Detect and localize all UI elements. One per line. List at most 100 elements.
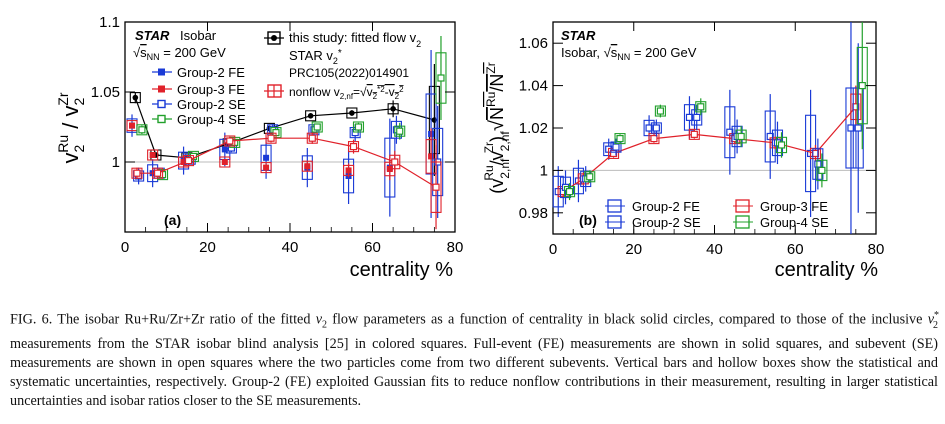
data-point (693, 113, 701, 122)
data-point (847, 124, 855, 132)
legend-item-group2-se: Group-2 SE (605, 215, 701, 230)
data-point (652, 124, 660, 132)
legend-label: this study: fitted flow v2 (289, 30, 421, 49)
y-tick-label: 1.02 (519, 120, 548, 137)
y-tick-label: 1 (540, 162, 548, 179)
x-tick-label: 40 (282, 239, 299, 256)
y-tick-label: 0.98 (519, 205, 548, 222)
panel-b-plot-area (552, 22, 876, 234)
panel-b-experiment: STAR (561, 28, 596, 43)
x-tick-label: 20 (625, 241, 642, 258)
data-point (129, 122, 136, 129)
y-tick-label: 1 (112, 154, 120, 171)
x-tick-label: 0 (121, 239, 129, 256)
data-point (138, 126, 146, 134)
panel-b: 0 20 40 60 80 0.98 1 1.02 1.04 1.06 (v2,nfRu/v2,n… (482, 21, 885, 281)
data-point (858, 81, 866, 90)
legend-item-group2-se: Group-2 SE (152, 97, 246, 112)
data-point (308, 134, 316, 142)
panel-a-legend-left: Group-2 FE Group-3 FE Group-2 SE Group-4… (152, 65, 246, 127)
data-point (737, 132, 745, 141)
caption-part-1: FIG. 6. The isobar Ru+Ru/Zr+Zr ratio of … (10, 311, 316, 328)
panel-b-xlabel: centrality % (775, 259, 879, 281)
systematic-box (654, 105, 666, 117)
data-point (354, 123, 363, 131)
panel-a-ylabel: v2Ru / v2Zr (55, 92, 87, 163)
x-tick-label: 80 (868, 241, 885, 258)
legend-item-group4-se: Group-4 SE (733, 215, 829, 230)
figure: 0 20 40 60 80 1 1.05 1.1 v2Ru / v2Zr centrality… (55, 14, 885, 281)
legend-label: STAR v2* (289, 48, 342, 66)
systematic-box (691, 109, 703, 126)
legend-label: Group-2 FE (177, 65, 245, 80)
data-point (428, 153, 435, 160)
data-point (612, 143, 620, 151)
data-point (133, 169, 141, 177)
systematic-box (650, 122, 662, 134)
systematic-box (347, 141, 360, 153)
panel-b-axes: 0 20 40 60 80 0.98 1 1.02 1.04 1.06 (519, 22, 885, 258)
legend-label: Group-2 SE (177, 97, 246, 112)
panel-a-plot-area (125, 36, 455, 230)
legend-item-group4-se: Group-4 SE (152, 112, 246, 127)
legend-label: Group-4 SE (177, 112, 246, 127)
systematic-box (610, 141, 622, 153)
systematic-box (428, 85, 440, 155)
data-point (650, 135, 658, 143)
data-point (814, 160, 822, 168)
figure-caption: FIG. 6. The isobar Ru+Ru/Zr+Zr ratio of … (10, 310, 939, 409)
data-point (645, 124, 653, 132)
panel-a-axes: 0 20 40 60 80 1 1.05 1.1 (91, 14, 464, 256)
data-point (565, 188, 574, 196)
panel-b-ylabel: (v2,nfRu/v2,nfZr) √NRu/NZr (482, 62, 512, 193)
systematic-box (695, 101, 707, 113)
legend-label: Group-3 FE (177, 82, 245, 97)
data-point (263, 164, 270, 171)
caption-part-3: measurements from the STAR isobar blind … (10, 335, 938, 409)
systematic-box (136, 124, 148, 136)
systematic-box (182, 155, 195, 167)
y-tick-label: 1.04 (519, 78, 548, 95)
panel-a-experiment: STAR (135, 28, 170, 43)
legend-item-fitted-flow: this study: fitted flow v2 (264, 30, 421, 49)
legend-item-group2-fe: Group-2 FE (605, 199, 700, 214)
panel-b-label: (b) (579, 212, 597, 228)
data-point (149, 152, 156, 158)
data-point (616, 135, 624, 143)
systematic-box (305, 110, 317, 122)
data-point (561, 183, 570, 191)
x-tick-label: 0 (549, 241, 557, 258)
panel-a-system: Isobar (180, 28, 217, 43)
systematic-box (224, 135, 236, 147)
systematic-box (343, 158, 355, 194)
systematic-box (559, 176, 572, 199)
panel-b-legend: Group-2 FE Group-3 FE Group-2 SE Group-4… (605, 199, 829, 230)
legend-item-star-v2: STAR v2* PRC105(2022)014901 (289, 48, 409, 80)
panel-b-system: Isobar, √sNN = 200 GeV (561, 45, 697, 62)
systematic-box (131, 167, 143, 179)
systematic-box (346, 107, 358, 119)
caption-v2: v (315, 311, 322, 328)
data-point (349, 143, 358, 151)
data-point (656, 107, 664, 115)
legend-item-group2-fe: Group-2 FE (152, 65, 245, 80)
systematic-box (147, 149, 159, 161)
data-point (690, 130, 698, 138)
data-point (226, 137, 234, 145)
data-point (132, 94, 139, 101)
systematic-box (311, 121, 323, 133)
panel-a-label: (a) (164, 212, 181, 228)
data-point (777, 141, 786, 149)
data-point (307, 113, 314, 119)
data-point (391, 158, 399, 166)
legend-label: Group-2 SE (632, 215, 701, 230)
systematic-box (775, 136, 788, 154)
data-point (586, 173, 594, 181)
systematic-box (301, 160, 313, 172)
systematic-box (430, 161, 442, 213)
data-point (390, 106, 396, 112)
systematic-box (850, 93, 862, 121)
data-point (685, 113, 694, 122)
panel-a-legend-right: this study: fitted flow v2 STAR v2* PRC1… (264, 30, 421, 101)
legend-item-nonflow: nonflow v2,nf=√v2*2-v22 (264, 84, 404, 101)
